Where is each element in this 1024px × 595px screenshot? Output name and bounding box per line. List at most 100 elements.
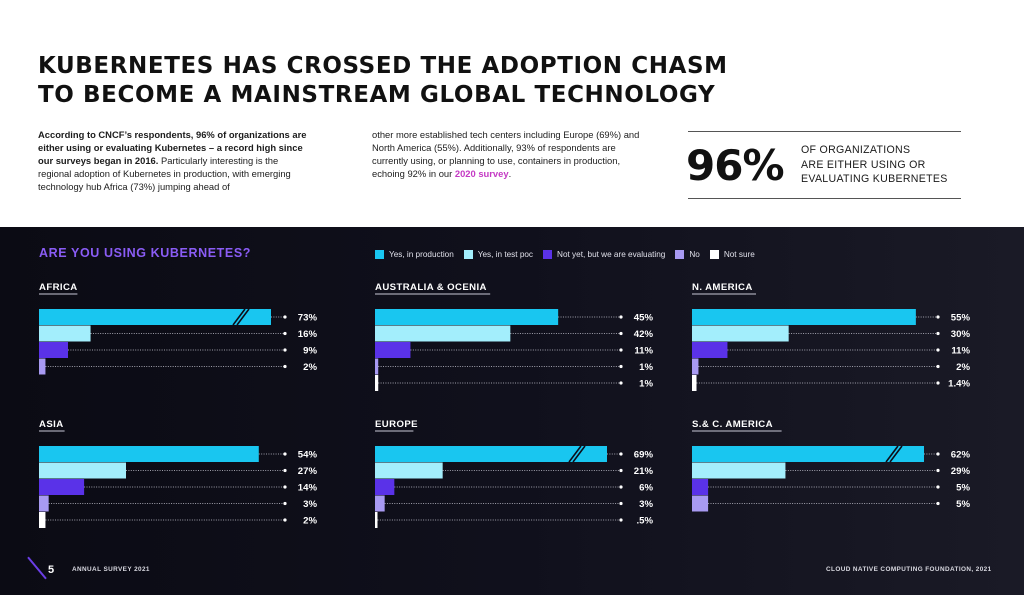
bar-leader-dot: [283, 468, 287, 473]
bar-leader-dot: [283, 331, 287, 336]
bar-leader-dot: [283, 315, 287, 319]
intro-bold-text: According to CNCF’s respondents, 96% of …: [38, 129, 307, 166]
data-label: 29%: [951, 466, 971, 477]
data-label: 1.4%: [948, 379, 970, 390]
headline-line-1: KUBERNETES HAS CROSSED THE ADOPTION CHAS…: [38, 53, 728, 79]
data-label: 45%: [634, 313, 654, 324]
data-label: 16%: [298, 329, 318, 340]
bar-yes-in-production: [39, 446, 259, 462]
bar-yes-in-test-poc: [375, 462, 443, 479]
bar-yes-in-test-poc: [375, 325, 511, 342]
legend-label: No: [689, 249, 700, 259]
bar-leader-dot: [283, 452, 287, 456]
bar-leader-dot: [936, 452, 940, 456]
region-title: AUSTRALIA & OCENIA: [375, 282, 487, 293]
legend-swatch: [543, 249, 553, 259]
region-title: AFRICA: [39, 282, 78, 293]
data-label: 69%: [634, 450, 654, 461]
data-label: 5%: [956, 483, 970, 494]
data-label: 73%: [298, 313, 318, 324]
data-label: 11%: [951, 346, 970, 357]
intro-left-text: Particularly interesting is the regional…: [38, 155, 291, 192]
bar-not-yet-but-we-are-evaluating: [375, 342, 411, 358]
data-label: 30%: [951, 329, 971, 340]
bar-yes-in-production: [692, 446, 924, 462]
legend-item: Yes, in test poc: [463, 249, 533, 259]
bar-leader-dot: [619, 485, 623, 489]
page-number: 5: [48, 564, 55, 576]
intro-right-text: other more established tech centers incl…: [372, 129, 640, 179]
bar-leader-dot: [619, 331, 623, 336]
legend-item: No: [675, 249, 700, 259]
survey-2020-link[interactable]: 2020 survey: [454, 168, 509, 179]
bar-leader-dot: [619, 518, 623, 522]
bar-yes-in-test-poc: [39, 462, 126, 479]
stat-description: OF ORGANIZATIONS ARE EITHER USING OR EVA…: [801, 143, 948, 187]
bar-leader-dot: [619, 501, 623, 506]
intro-right-end: .: [508, 168, 512, 179]
data-label: 27%: [298, 466, 318, 477]
chart-section: [0, 227, 1024, 595]
bar-leader-dot: [619, 315, 623, 319]
stat-callout: 96% OF ORGANIZATIONS ARE EITHER USING OR…: [686, 131, 961, 199]
intro-paragraph-left: According to CNCF’s respondents, 96% of …: [38, 128, 310, 193]
page-headline: KUBERNETES HAS CROSSED THE ADOPTION CHAS…: [38, 52, 728, 110]
bar-yes-in-test-poc: [692, 325, 789, 342]
footer-right-text: CLOUD NATIVE COMPUTING FOUNDATION, 2021: [826, 566, 992, 573]
stat-number: 96%: [686, 141, 785, 190]
bar-no: [692, 495, 709, 512]
region-title: ASIA: [39, 419, 64, 430]
bar-not-sure: [692, 375, 697, 391]
legend-swatch: [375, 249, 384, 259]
legend-swatch: [675, 249, 685, 259]
bar-leader-dot: [619, 348, 623, 352]
axis-break-mark: [889, 445, 903, 463]
bar-not-yet-but-we-are-evaluating: [39, 479, 85, 495]
legend-swatch: [463, 249, 473, 259]
stat-line-3: EVALUATING KUBERNETES: [801, 173, 948, 185]
axis-break-mark: [236, 308, 250, 326]
data-label: 1%: [639, 362, 653, 373]
data-label: 5%: [956, 499, 970, 510]
data-label: 62%: [951, 450, 971, 461]
axis-break-mark: [572, 445, 586, 463]
bar-yes-in-production: [375, 446, 607, 462]
bar-no: [692, 358, 699, 375]
bar-no: [39, 495, 49, 512]
region-title: EUROPE: [375, 419, 418, 430]
data-label: 6%: [639, 483, 653, 494]
bar-no: [375, 495, 385, 512]
region-title: S.& C. AMERICA: [692, 419, 773, 430]
bar-leader-dot: [619, 468, 623, 473]
data-label: 9%: [303, 346, 317, 357]
bar-not-yet-but-we-are-evaluating: [375, 479, 395, 495]
bar-yes-in-production: [39, 309, 271, 325]
bar-leader-dot: [936, 485, 940, 489]
bar-leader-dot: [283, 518, 287, 522]
bar-no: [39, 358, 46, 375]
legend-label: Yes, in production: [389, 249, 454, 259]
bar-leader-dot: [619, 364, 623, 369]
data-label: 1%: [639, 379, 653, 390]
legend-item: Not sure: [709, 249, 755, 259]
legend-item: Not yet, but we are evaluating: [543, 249, 665, 259]
bar-leader-dot: [283, 348, 287, 352]
bar-yes-in-production: [375, 309, 559, 325]
bar-no: [375, 358, 379, 375]
bar-yes-in-test-poc: [692, 462, 786, 479]
axis-break-mark: [568, 445, 582, 463]
stat-line-1: OF ORGANIZATIONS: [801, 144, 911, 156]
region-title: N. AMERICA: [692, 282, 753, 293]
bar-yes-in-test-poc: [39, 325, 91, 342]
data-label: 2%: [303, 516, 317, 527]
bar-leader-dot: [936, 364, 940, 369]
data-label: 55%: [951, 313, 971, 324]
bar-not-sure: [375, 375, 379, 391]
bar-yes-in-production: [692, 309, 916, 325]
bar-not-sure: [39, 512, 46, 528]
bar-not-yet-but-we-are-evaluating: [692, 479, 709, 495]
data-label: 11%: [634, 346, 653, 357]
bar-leader-dot: [283, 364, 287, 369]
axis-break-mark: [232, 308, 246, 326]
